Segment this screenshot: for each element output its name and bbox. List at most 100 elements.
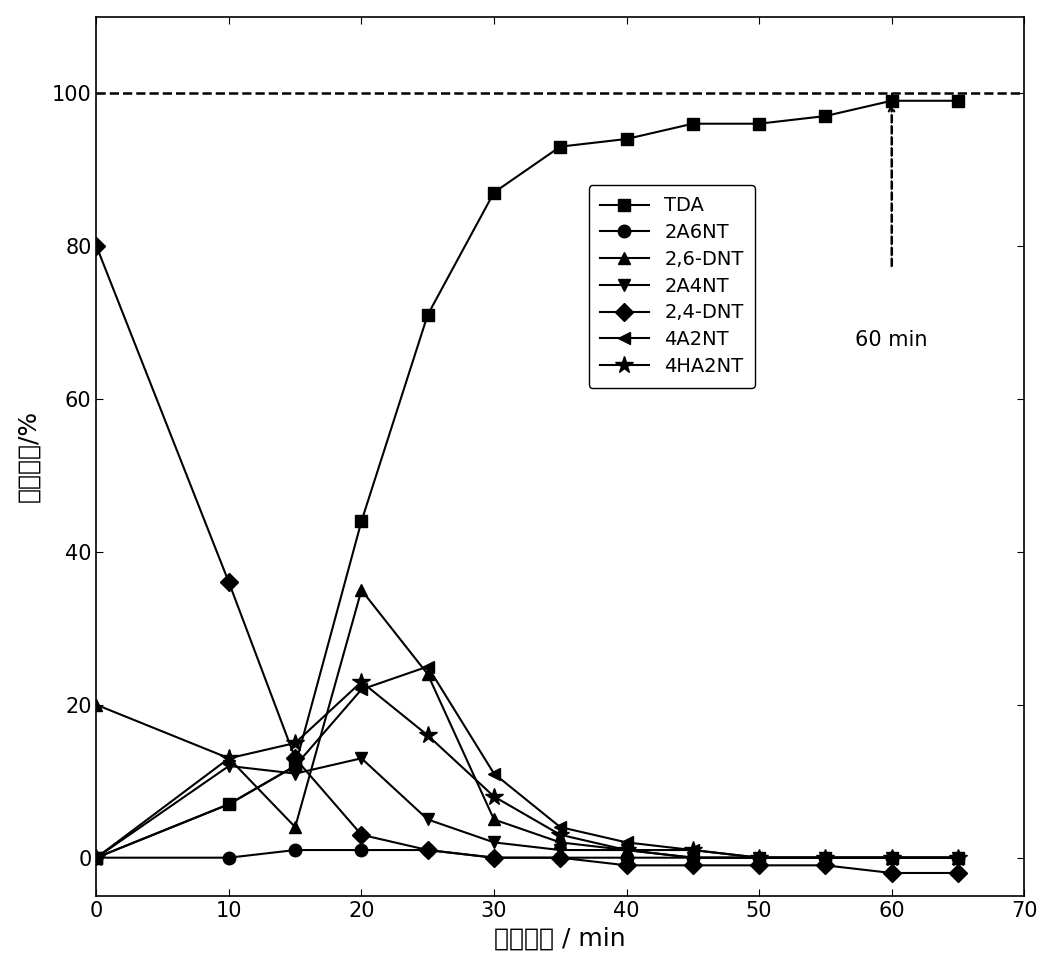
2A4NT: [753, 852, 765, 864]
2A6NT: [289, 844, 301, 856]
4HA2NT: [686, 844, 699, 856]
2A4NT: [554, 844, 567, 856]
2A4NT: [620, 844, 632, 856]
Line: 4HA2NT: 4HA2NT: [87, 673, 967, 866]
4A2NT: [952, 852, 964, 864]
2A6NT: [488, 852, 501, 864]
TDA: [422, 309, 434, 321]
4HA2NT: [222, 752, 235, 764]
TDA: [554, 141, 567, 153]
2A4NT: [488, 836, 501, 848]
TDA: [355, 515, 368, 527]
4HA2NT: [753, 852, 765, 864]
TDA: [819, 110, 832, 122]
4A2NT: [686, 844, 699, 856]
Line: 4A2NT: 4A2NT: [91, 660, 964, 864]
TDA: [885, 95, 898, 106]
TDA: [222, 799, 235, 810]
2A4NT: [819, 852, 832, 864]
4HA2NT: [289, 737, 301, 748]
TDA: [488, 187, 501, 198]
2,4-DNT: [819, 860, 832, 871]
TDA: [289, 760, 301, 772]
2A6NT: [620, 852, 632, 864]
2A4NT: [952, 852, 964, 864]
4A2NT: [885, 852, 898, 864]
4HA2NT: [554, 829, 567, 840]
2,4-DNT: [222, 576, 235, 588]
4HA2NT: [885, 852, 898, 864]
2,4-DNT: [488, 852, 501, 864]
4HA2NT: [819, 852, 832, 864]
2A6NT: [885, 852, 898, 864]
4HA2NT: [422, 729, 434, 741]
2A6NT: [422, 844, 434, 856]
4A2NT: [819, 852, 832, 864]
2A6NT: [819, 852, 832, 864]
2A6NT: [222, 852, 235, 864]
2,6-DNT: [488, 813, 501, 825]
2,6-DNT: [819, 852, 832, 864]
2A6NT: [554, 852, 567, 864]
TDA: [753, 118, 765, 130]
TDA: [90, 852, 102, 864]
4A2NT: [355, 684, 368, 695]
2,4-DNT: [289, 752, 301, 764]
2A6NT: [355, 844, 368, 856]
2,4-DNT: [686, 860, 699, 871]
2A4NT: [686, 852, 699, 864]
2A6NT: [686, 852, 699, 864]
2,6-DNT: [753, 852, 765, 864]
2A6NT: [753, 852, 765, 864]
2,6-DNT: [686, 852, 699, 864]
2,4-DNT: [90, 240, 102, 251]
2A4NT: [422, 813, 434, 825]
2A6NT: [90, 852, 102, 864]
4HA2NT: [620, 844, 632, 856]
4A2NT: [422, 660, 434, 672]
4A2NT: [488, 768, 501, 779]
Line: 2A4NT: 2A4NT: [91, 752, 964, 864]
Line: 2,6-DNT: 2,6-DNT: [91, 584, 964, 864]
Line: TDA: TDA: [91, 95, 964, 864]
4HA2NT: [488, 791, 501, 803]
Line: 2,4-DNT: 2,4-DNT: [91, 240, 964, 879]
2,4-DNT: [620, 860, 632, 871]
2A4NT: [289, 768, 301, 779]
2,4-DNT: [422, 844, 434, 856]
2,6-DNT: [222, 752, 235, 764]
2,6-DNT: [90, 699, 102, 711]
4HA2NT: [952, 852, 964, 864]
Line: 2A6NT: 2A6NT: [91, 844, 964, 864]
2,6-DNT: [422, 668, 434, 680]
4HA2NT: [90, 852, 102, 864]
2,4-DNT: [355, 829, 368, 840]
2,4-DNT: [952, 867, 964, 879]
2,4-DNT: [753, 860, 765, 871]
2A4NT: [355, 752, 368, 764]
Y-axis label: 物相浓度/%: 物相浓度/%: [17, 410, 41, 502]
2A4NT: [222, 760, 235, 772]
2,6-DNT: [952, 852, 964, 864]
2,6-DNT: [885, 852, 898, 864]
2,4-DNT: [554, 852, 567, 864]
4A2NT: [222, 799, 235, 810]
2A4NT: [90, 852, 102, 864]
4A2NT: [620, 836, 632, 848]
Legend: TDA, 2A6NT, 2,6-DNT, 2A4NT, 2,4-DNT, 4A2NT, 4HA2NT: TDA, 2A6NT, 2,6-DNT, 2A4NT, 2,4-DNT, 4A2…: [588, 185, 756, 388]
2,4-DNT: [885, 867, 898, 879]
4A2NT: [554, 821, 567, 833]
X-axis label: 反应时间 / min: 反应时间 / min: [494, 926, 626, 951]
2,6-DNT: [554, 836, 567, 848]
TDA: [620, 133, 632, 145]
Text: 60 min: 60 min: [855, 330, 928, 350]
2A6NT: [952, 852, 964, 864]
4A2NT: [753, 852, 765, 864]
2,6-DNT: [620, 844, 632, 856]
TDA: [686, 118, 699, 130]
2A4NT: [885, 852, 898, 864]
4HA2NT: [355, 676, 368, 688]
4A2NT: [90, 852, 102, 864]
2,6-DNT: [289, 821, 301, 833]
2,6-DNT: [355, 584, 368, 596]
